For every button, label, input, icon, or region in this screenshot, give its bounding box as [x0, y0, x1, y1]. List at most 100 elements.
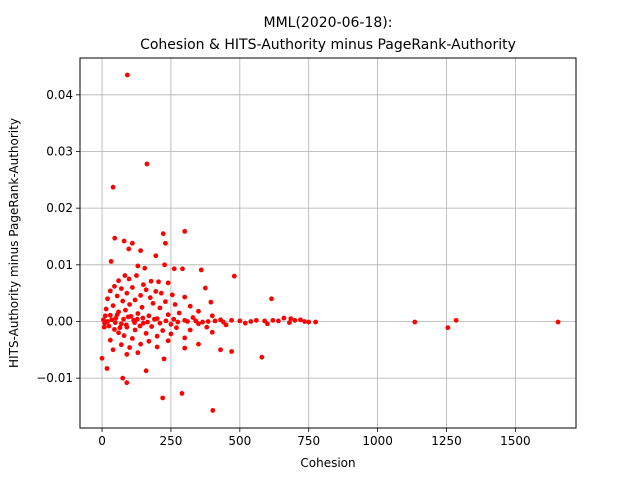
data-point [106, 323, 112, 329]
data-point [182, 294, 188, 300]
data-point [162, 262, 167, 268]
data-point [171, 266, 177, 272]
data-point [140, 315, 146, 321]
data-point [124, 72, 130, 78]
data-point [104, 366, 110, 371]
data-point [209, 329, 215, 335]
data-point [160, 231, 166, 237]
y-tick-label: 0.00 [46, 314, 73, 328]
data-point [292, 317, 298, 323]
data-point [208, 299, 214, 305]
data-point [124, 380, 130, 386]
data-point [298, 317, 303, 323]
data-point [176, 310, 182, 316]
data-point [157, 305, 163, 311]
data-point [117, 325, 123, 331]
y-tick-label: 0.02 [46, 201, 73, 215]
data-point [193, 318, 199, 324]
data-point [453, 317, 459, 323]
data-point [165, 338, 171, 344]
data-point [109, 317, 115, 323]
data-point [163, 318, 169, 324]
data-point [210, 408, 216, 413]
data-point [196, 341, 201, 347]
data-point [147, 295, 153, 301]
data-point [116, 278, 121, 284]
data-point [121, 333, 127, 339]
x-tick-label: 500 [228, 434, 251, 448]
data-point [229, 349, 234, 354]
x-tick-label: 0 [98, 434, 106, 448]
data-point [107, 337, 113, 343]
data-point [154, 344, 160, 350]
data-point [190, 315, 196, 320]
x-axis-label: Cohesion [300, 456, 355, 470]
data-point [124, 351, 130, 357]
data-point [120, 375, 126, 381]
data-point [116, 330, 121, 336]
y-tick-label: −0.01 [36, 371, 73, 385]
data-point [128, 313, 134, 319]
data-point [180, 266, 185, 272]
data-point [555, 319, 561, 325]
data-point [160, 395, 166, 401]
x-tick-label: 1250 [431, 434, 462, 448]
data-point [163, 240, 168, 246]
grid-lines [80, 58, 576, 428]
y-tick-label: 0.03 [46, 144, 73, 158]
data-point [154, 333, 160, 339]
data-point [112, 327, 117, 332]
data-point [153, 253, 159, 259]
data-point [313, 319, 318, 325]
data-point [134, 316, 140, 322]
data-point [138, 248, 144, 254]
data-point [126, 246, 132, 252]
data-point [110, 303, 116, 309]
data-point [175, 319, 181, 325]
data-point [264, 321, 270, 327]
data-point [198, 267, 204, 273]
data-point [144, 161, 150, 167]
data-point [231, 273, 237, 279]
data-point [253, 317, 259, 323]
data-point [174, 325, 179, 331]
x-tick-label: 1000 [362, 434, 393, 448]
data-point [135, 263, 141, 269]
data-point [412, 319, 418, 325]
data-point [153, 289, 159, 294]
data-point [138, 293, 144, 298]
data-point [140, 282, 146, 288]
data-point [157, 320, 163, 326]
data-point [172, 302, 178, 307]
x-tick-label: 1500 [500, 434, 531, 448]
data-point [143, 330, 149, 336]
data-point [187, 303, 193, 309]
y-axis-label: HITS-Authority minus PageRank-Authority [7, 118, 21, 368]
data-point [112, 283, 117, 289]
data-point [152, 316, 157, 322]
data-point [161, 356, 167, 362]
data-point [120, 298, 126, 304]
data-point [129, 285, 135, 290]
data-point [124, 290, 130, 296]
data-point [126, 276, 132, 282]
data-point [107, 288, 113, 294]
data-point [103, 306, 109, 312]
data-point [182, 228, 188, 234]
data-point [248, 319, 254, 324]
data-point [110, 184, 116, 190]
data-point [306, 319, 312, 325]
data-point [127, 302, 132, 307]
data-point [143, 287, 149, 293]
data-point [209, 313, 215, 319]
data-point [182, 335, 188, 341]
data-point [118, 321, 124, 327]
data-point [102, 313, 108, 319]
data-point [287, 320, 292, 326]
data-point [143, 368, 149, 374]
data-point [242, 320, 248, 326]
data-point [281, 315, 287, 321]
data-point [212, 318, 218, 324]
data-point [112, 320, 118, 326]
